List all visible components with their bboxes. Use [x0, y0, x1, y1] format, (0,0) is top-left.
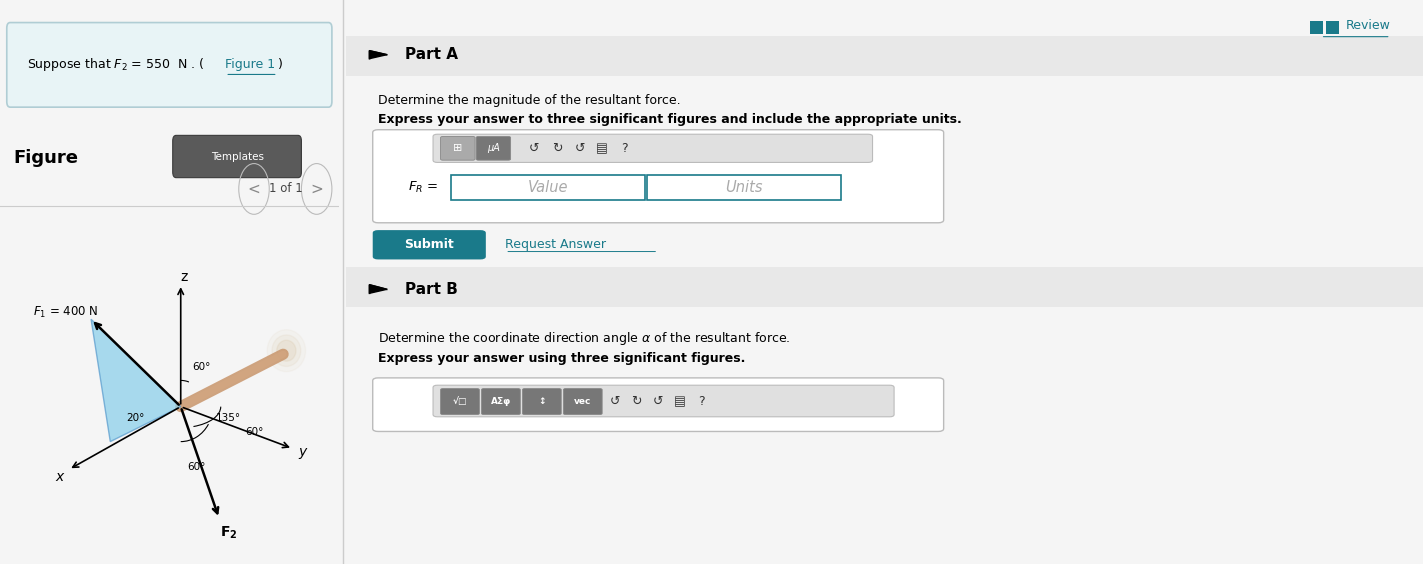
Circle shape — [272, 335, 300, 367]
Text: 60°: 60° — [192, 362, 211, 372]
FancyBboxPatch shape — [1311, 21, 1323, 34]
FancyBboxPatch shape — [451, 175, 645, 200]
Text: ↺: ↺ — [610, 395, 620, 408]
Text: ⊞: ⊞ — [453, 143, 462, 153]
FancyBboxPatch shape — [433, 134, 872, 162]
Text: ↺: ↺ — [575, 142, 585, 155]
FancyBboxPatch shape — [433, 385, 894, 417]
Text: Figure 1: Figure 1 — [225, 58, 275, 72]
Text: >: > — [310, 182, 323, 196]
Text: <: < — [248, 182, 260, 196]
Circle shape — [268, 330, 306, 372]
Text: √□: √□ — [453, 397, 467, 406]
Text: ↕: ↕ — [538, 397, 545, 406]
Text: ↺: ↺ — [529, 142, 539, 155]
FancyBboxPatch shape — [522, 389, 561, 415]
Text: ▤: ▤ — [596, 142, 608, 155]
Text: y: y — [299, 445, 306, 459]
Text: 1 of 1: 1 of 1 — [269, 182, 303, 196]
Text: 60°: 60° — [245, 426, 263, 437]
Text: Suppose that $F_2$ = 550  N . (: Suppose that $F_2$ = 550 N . ( — [27, 56, 205, 73]
Text: μA: μA — [487, 143, 499, 153]
FancyBboxPatch shape — [1326, 21, 1339, 34]
FancyBboxPatch shape — [373, 230, 485, 259]
Text: Request Answer: Request Answer — [505, 238, 606, 252]
FancyBboxPatch shape — [441, 389, 480, 415]
Text: ΑΣφ: ΑΣφ — [491, 397, 511, 406]
Polygon shape — [91, 319, 181, 442]
Text: z: z — [181, 270, 188, 284]
Polygon shape — [370, 285, 387, 293]
Text: Determine the magnitude of the resultant force.: Determine the magnitude of the resultant… — [379, 94, 680, 107]
FancyBboxPatch shape — [172, 135, 302, 178]
Text: ?: ? — [697, 395, 704, 408]
Circle shape — [277, 340, 296, 361]
FancyBboxPatch shape — [647, 175, 841, 200]
Text: Express your answer to three significant figures and include the appropriate uni: Express your answer to three significant… — [379, 113, 962, 126]
Text: $F_1$ = 400 N: $F_1$ = 400 N — [33, 305, 98, 320]
Text: 20°: 20° — [127, 413, 145, 422]
Text: Determine the coordinate direction angle $\alpha$ of the resultant force.: Determine the coordinate direction angle… — [379, 330, 791, 347]
Text: $\mathbf{F_2}$: $\mathbf{F_2}$ — [221, 525, 238, 541]
FancyBboxPatch shape — [346, 36, 1423, 76]
Text: Templates: Templates — [211, 152, 263, 161]
Text: ?: ? — [622, 142, 628, 155]
FancyBboxPatch shape — [373, 130, 943, 223]
FancyBboxPatch shape — [7, 23, 332, 107]
Text: 60°: 60° — [188, 461, 206, 472]
Text: Figure: Figure — [14, 149, 78, 167]
FancyBboxPatch shape — [481, 389, 521, 415]
FancyBboxPatch shape — [373, 378, 943, 431]
FancyBboxPatch shape — [346, 267, 1423, 307]
FancyBboxPatch shape — [477, 136, 511, 160]
Text: 135°: 135° — [216, 413, 242, 422]
Text: Express your answer using three significant figures.: Express your answer using three signific… — [379, 351, 746, 365]
Text: Submit: Submit — [404, 238, 454, 252]
Text: ▤: ▤ — [675, 395, 686, 408]
FancyBboxPatch shape — [564, 389, 602, 415]
FancyBboxPatch shape — [441, 136, 475, 160]
Text: vec: vec — [573, 397, 592, 406]
Text: $F_R$ =: $F_R$ = — [408, 180, 438, 195]
Text: ↻: ↻ — [632, 395, 642, 408]
Text: Part A: Part A — [406, 47, 458, 62]
Text: Review: Review — [1346, 19, 1390, 32]
Text: Value: Value — [528, 180, 569, 195]
Text: ↻: ↻ — [552, 142, 562, 155]
Text: ↺: ↺ — [653, 395, 663, 408]
Text: ): ) — [277, 58, 283, 72]
Text: Units: Units — [726, 180, 763, 195]
Text: x: x — [55, 470, 63, 483]
Text: Part B: Part B — [406, 282, 458, 297]
Polygon shape — [370, 51, 387, 59]
